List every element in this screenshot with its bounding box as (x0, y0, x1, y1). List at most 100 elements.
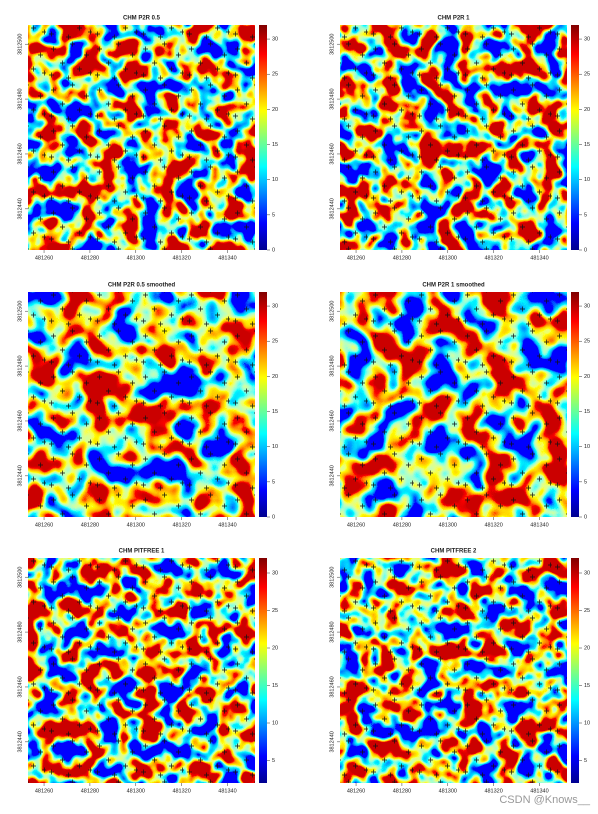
colorbar-label: 10 (584, 720, 590, 726)
colorbar-label: 0 (584, 514, 587, 520)
x-tick-label: 481300 (439, 255, 457, 261)
x-tick-label: 481260 (35, 255, 53, 261)
colorbar (571, 558, 579, 783)
x-tick-label: 481340 (218, 255, 236, 261)
watermark: CSDN @Knows__ (499, 794, 591, 806)
colorbar-label: 10 (584, 444, 590, 450)
colorbar-label: 30 (584, 37, 590, 43)
colorbar (259, 558, 267, 783)
y-tick-label: 3812460 (329, 676, 335, 697)
colorbar (259, 292, 267, 517)
y-tick-label: 3812460 (329, 143, 335, 164)
x-tick-label: 481320 (172, 788, 190, 794)
colorbar-label: 20 (584, 374, 590, 380)
colorbar-label: 15 (584, 683, 590, 689)
x-tick-label: 481340 (218, 788, 236, 794)
colorbar-label: 5 (272, 758, 275, 764)
colorbar-label: 0 (584, 247, 587, 253)
colorbar-label: 5 (584, 479, 587, 485)
y-tick-label: 3812460 (17, 143, 23, 164)
x-tick-label: 481320 (172, 522, 190, 528)
colorbar (571, 292, 579, 517)
colorbar-label: 20 (272, 645, 278, 651)
colorbar-label: 15 (272, 409, 278, 415)
colorbar-label: 30 (272, 570, 278, 576)
x-tick-label: 481300 (127, 255, 145, 261)
x-tick-label: 481340 (530, 255, 548, 261)
colorbar-label: 20 (272, 107, 278, 113)
colorbar-label: 10 (272, 177, 278, 183)
colorbar-label: 5 (584, 758, 587, 764)
colorbar-label: 25 (584, 72, 590, 78)
y-tick-label: 3812460 (17, 676, 23, 697)
treetops (340, 25, 567, 250)
colorbar-label: 5 (272, 479, 275, 485)
x-tick-label: 481300 (127, 788, 145, 794)
panel-title: CHM P2R 0.5 (123, 16, 161, 22)
colorbar-label: 15 (584, 409, 590, 415)
panel-title: CHM PITFREE 1 (119, 549, 165, 555)
x-tick-label: 481300 (439, 788, 457, 794)
x-tick-label: 481280 (81, 788, 99, 794)
x-tick-label: 481260 (35, 522, 53, 528)
y-tick-label: 3812440 (329, 465, 335, 486)
y-tick-label: 3812480 (17, 621, 23, 642)
y-tick-label: 3812440 (17, 731, 23, 752)
y-tick-label: 3812460 (329, 410, 335, 431)
treetops (28, 558, 255, 783)
colorbar-label: 30 (584, 304, 590, 310)
x-tick-label: 481280 (393, 788, 411, 794)
panel-title: CHM P2R 0.5 smoothed (108, 283, 176, 289)
x-tick-label: 481320 (484, 255, 502, 261)
colorbar-label: 0 (272, 247, 275, 253)
colorbar-label: 25 (584, 608, 590, 614)
y-tick-label: 3812440 (17, 198, 23, 219)
colorbar-label: 25 (272, 608, 278, 614)
x-tick-label: 481260 (347, 255, 365, 261)
treetops (28, 292, 255, 517)
colorbar-label: 0 (272, 514, 275, 520)
colorbar-label: 30 (272, 304, 278, 310)
x-tick-label: 481260 (347, 788, 365, 794)
y-tick-label: 3812500 (17, 300, 23, 321)
colorbar-label: 10 (272, 720, 278, 726)
colorbar-label: 20 (272, 374, 278, 380)
colorbar-label: 20 (584, 645, 590, 651)
y-tick-label: 3812480 (329, 621, 335, 642)
y-tick-label: 3812480 (17, 88, 23, 109)
x-tick-label: 481320 (172, 255, 190, 261)
colorbar-label: 10 (272, 444, 278, 450)
y-tick-label: 3812500 (329, 566, 335, 587)
treetops (28, 25, 255, 250)
x-tick-label: 481340 (530, 788, 548, 794)
x-tick-label: 481300 (439, 522, 457, 528)
treetops (340, 292, 567, 517)
x-tick-label: 481340 (218, 522, 236, 528)
x-tick-label: 481280 (81, 255, 99, 261)
colorbar-label: 5 (584, 212, 587, 218)
panel-title: CHM P2R 1 smoothed (422, 283, 485, 289)
colorbar-label: 5 (272, 212, 275, 218)
x-tick-label: 481280 (81, 522, 99, 528)
colorbar-label: 15 (272, 142, 278, 148)
colorbar-label: 30 (584, 570, 590, 576)
x-tick-label: 481280 (393, 255, 411, 261)
x-tick-label: 481320 (484, 522, 502, 528)
y-tick-label: 3812460 (17, 410, 23, 431)
y-tick-label: 3812500 (17, 33, 23, 54)
x-tick-label: 481320 (484, 788, 502, 794)
colorbar-label: 25 (272, 72, 278, 78)
colorbar (571, 25, 579, 250)
y-tick-label: 3812440 (329, 198, 335, 219)
y-tick-label: 3812440 (329, 731, 335, 752)
colorbar (259, 25, 267, 250)
y-tick-label: 3812500 (329, 33, 335, 54)
y-tick-label: 3812500 (329, 300, 335, 321)
colorbar-label: 20 (584, 107, 590, 113)
y-tick-label: 3812440 (17, 465, 23, 486)
colorbar-label: 10 (584, 177, 590, 183)
x-tick-label: 481280 (393, 522, 411, 528)
colorbar-label: 15 (584, 142, 590, 148)
panel-title: CHM P2R 1 (437, 16, 470, 22)
